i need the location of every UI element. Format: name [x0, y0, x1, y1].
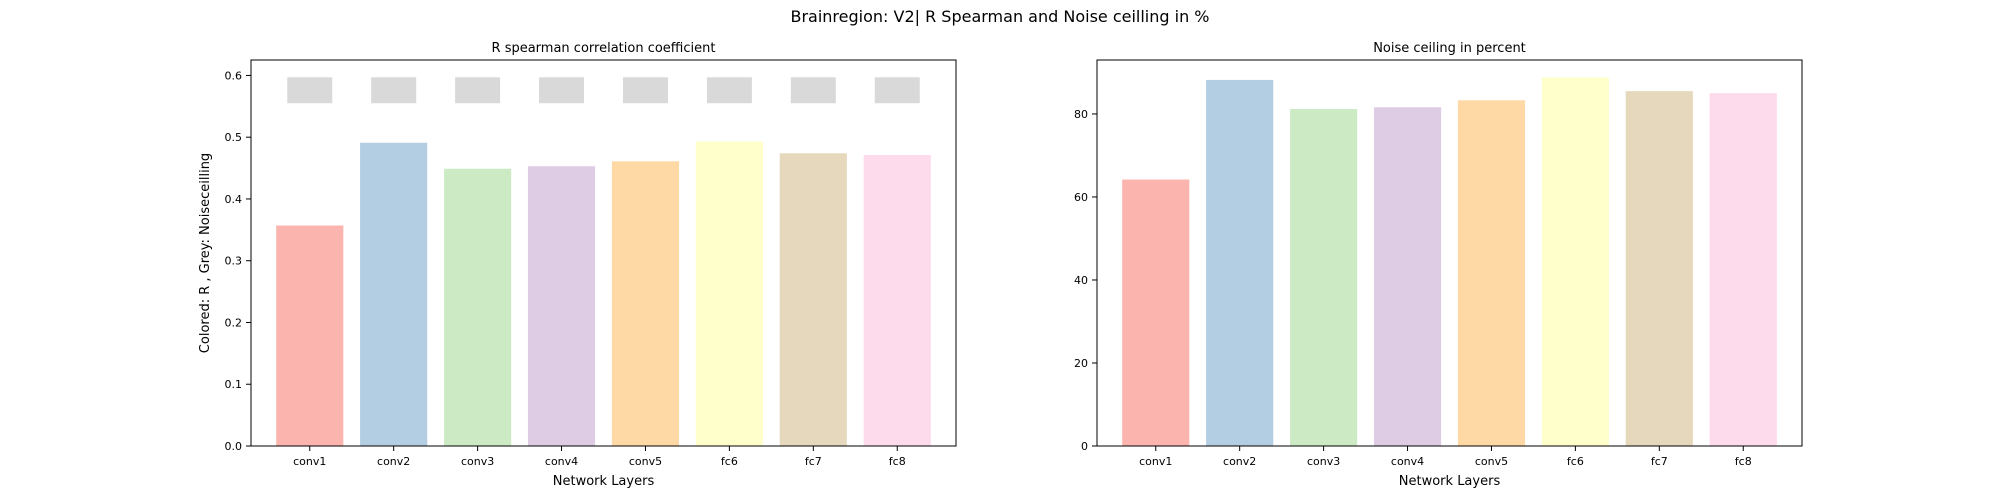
x-tick-label: fc6	[721, 455, 738, 468]
bar-conv5	[1457, 100, 1526, 446]
chart-2: conv1 conv2 conv3 conv4 conv5 fc6 fc7 fc8 0 20 40 6…	[1074, 41, 1803, 489]
bar-conv4	[527, 166, 596, 447]
noise-ceiling-conv4	[539, 77, 585, 104]
x-tick-label: fc7	[805, 455, 822, 468]
bar-conv3	[1290, 108, 1358, 446]
y-tick-label: 0.2	[225, 316, 243, 329]
noise-ceiling-fc8	[874, 77, 920, 104]
y-tick-label: 0.5	[225, 131, 243, 144]
y-tick-label: 0.1	[225, 378, 243, 391]
noise-ceiling-fc7	[790, 77, 836, 104]
bar-fc8	[863, 155, 931, 447]
axes-frame	[1096, 59, 1803, 447]
x-tick-label: conv4	[545, 455, 578, 468]
y-tick-label: 0.6	[225, 69, 243, 82]
chart-title: R spearman correlation coefficient	[492, 41, 716, 56]
bar-fc7	[1625, 91, 1693, 446]
y-tick-label: 0	[1081, 440, 1088, 453]
bar-fc7	[779, 153, 847, 446]
x-axis-label: Network Layers	[1399, 474, 1501, 489]
bar-conv1	[276, 225, 344, 446]
y-tick-label: 20	[1074, 357, 1088, 370]
bar-conv4	[1373, 107, 1442, 446]
bar-conv5	[611, 161, 680, 447]
x-tick-label: conv4	[1391, 455, 1424, 468]
x-tick-label: fc8	[1735, 455, 1752, 468]
x-tick-label: conv3	[461, 455, 494, 468]
bar-fc8	[1709, 93, 1777, 446]
x-tick-label: conv2	[1223, 455, 1256, 468]
bar-conv1	[1122, 179, 1190, 447]
bar-conv2	[360, 142, 428, 446]
x-tick-label: conv5	[629, 455, 662, 468]
y-tick-label: 0.4	[225, 193, 243, 206]
axes-frame	[250, 59, 957, 447]
noise-ceiling-fc6	[706, 77, 752, 104]
x-tick-label: conv3	[1307, 455, 1340, 468]
noise-ceiling-conv2	[371, 77, 417, 104]
noise-ceiling-conv1	[287, 77, 333, 104]
chart-title: Noise ceiling in percent	[1373, 41, 1526, 56]
x-axis-label: Network Layers	[553, 474, 655, 489]
x-tick-label: fc6	[1567, 455, 1584, 468]
noise-ceiling-conv5	[622, 77, 668, 104]
y-tick-label: 0.0	[225, 440, 243, 453]
x-tick-label: fc7	[1651, 455, 1668, 468]
y-tick-label: 80	[1074, 108, 1088, 121]
chart-1: conv1 conv2 conv3 conv4 conv5 fc6 fc7 fc8 0.0 0.1…	[198, 41, 957, 489]
x-tick-label: conv5	[1475, 455, 1508, 468]
x-tick-label: conv1	[293, 455, 326, 468]
y-tick-label: 0.3	[225, 255, 243, 268]
noise-ceiling-conv3	[455, 77, 501, 104]
x-tick-label: fc8	[889, 455, 906, 468]
bar-conv3	[444, 168, 512, 446]
y-axis-label: Colored: R , Grey: Noiseceilling	[198, 153, 213, 353]
bar-fc6	[695, 141, 763, 446]
bar-conv2	[1206, 79, 1274, 447]
bar-fc6	[1541, 77, 1609, 447]
figure-suptitle: Brainregion: V2| R Spearman and Noise ce…	[790, 7, 1209, 26]
x-tick-label: conv2	[377, 455, 410, 468]
y-tick-label: 60	[1074, 191, 1088, 204]
x-tick-label: conv1	[1139, 455, 1172, 468]
y-tick-label: 40	[1074, 274, 1088, 287]
